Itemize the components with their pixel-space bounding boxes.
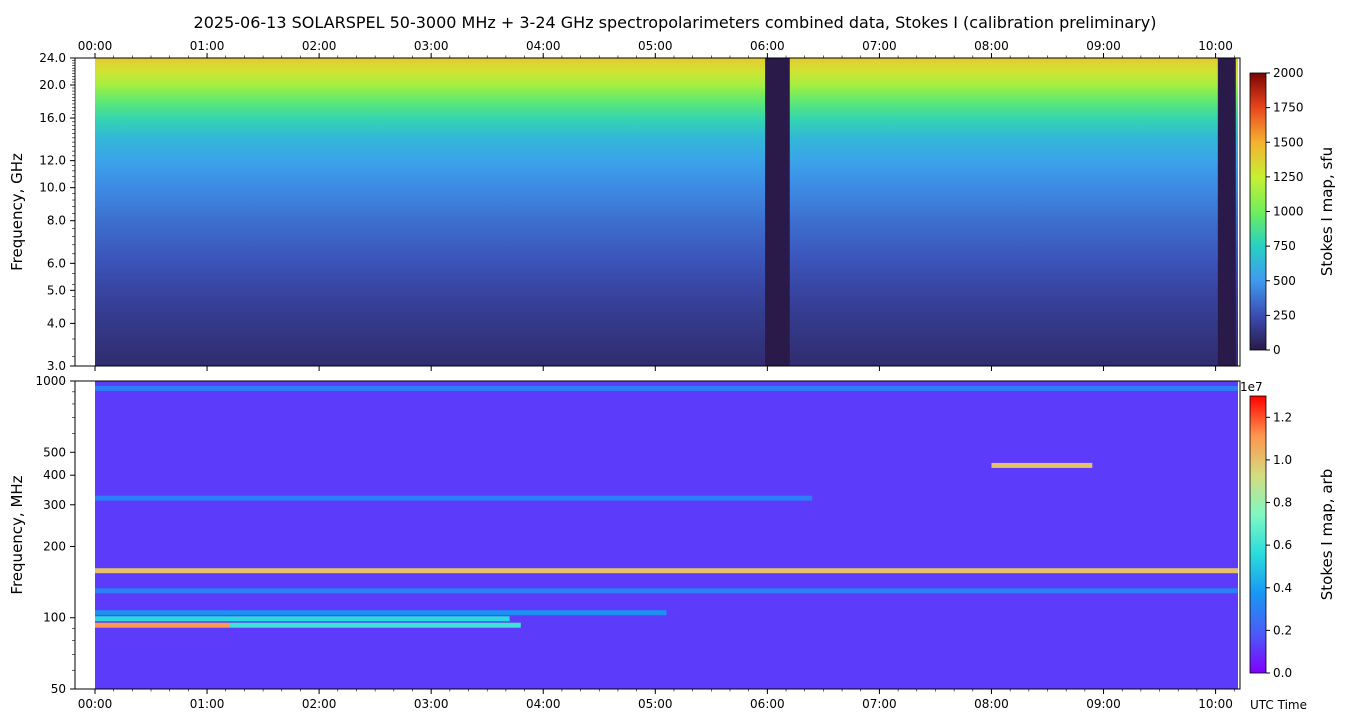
top-ytick-label: 20.0 <box>39 78 66 92</box>
bottom-colorbar <box>1249 395 1267 674</box>
bottom-xtick-label: 05:00 <box>638 697 673 711</box>
bottom-xtick-label: 08:00 <box>974 697 1009 711</box>
top-xtick-label: 09:00 <box>1086 39 1121 53</box>
top-colorbar-tick-label: 1000 <box>1273 205 1304 219</box>
bottom-colorbar-tick-label: 1.2 <box>1273 410 1292 424</box>
bottom-panel-frame <box>74 380 1241 690</box>
bottom-emission-band <box>95 622 230 628</box>
top-xtick-label: 06:00 <box>750 39 785 53</box>
bottom-emission-band <box>229 622 521 628</box>
bottom-colorbar-tick-label: 0.6 <box>1273 538 1292 552</box>
bottom-ytick-label: 50 <box>51 682 66 696</box>
bottom-xtick-label: 10:00 <box>1198 697 1233 711</box>
top-xtick-label: 10:00 <box>1198 39 1233 53</box>
top-colorbar-tick-label: 2000 <box>1273 66 1304 80</box>
chart-title: 2025-06-13 SOLARSPEL 50-3000 MHz + 3-24 … <box>194 13 1157 32</box>
bottom-emission-band <box>95 385 1238 391</box>
top-xtick-label: 05:00 <box>638 39 673 53</box>
top-colorbar-tick-label: 250 <box>1273 308 1296 322</box>
bottom-colorbar-label: Stokes I map, arb <box>1318 469 1336 600</box>
top-colorbar <box>1249 72 1267 351</box>
top-colorbar-tick-label: 1750 <box>1273 101 1304 115</box>
bottom-heatmap-field <box>95 381 1238 689</box>
top-xtick-label: 02:00 <box>302 39 337 53</box>
bottom-ytick-label: 300 <box>43 498 66 512</box>
top-xtick-label: 07:00 <box>862 39 897 53</box>
bottom-colorbar-tick-label: 0.8 <box>1273 496 1292 510</box>
bottom-xtick-label: 00:00 <box>78 697 113 711</box>
bottom-xtick-label: 03:00 <box>414 697 449 711</box>
bottom-ytick-label: 500 <box>43 445 66 459</box>
top-ylabel: Frequency, GHz <box>8 153 26 271</box>
bottom-emission-band <box>95 568 1238 574</box>
bottom-emission-band <box>95 610 667 616</box>
top-data-gap <box>765 58 790 366</box>
top-colorbar-tick-label: 0 <box>1273 343 1281 357</box>
bottom-emission-band <box>95 495 813 501</box>
top-colorbar-tick-label: 750 <box>1273 239 1296 253</box>
bottom-ytick-label: 200 <box>43 539 66 553</box>
bottom-colorbar-tick-label: 0.2 <box>1273 623 1292 637</box>
top-colorbar-label: Stokes I map, sfu <box>1318 147 1336 276</box>
bottom-xtick-label: 02:00 <box>302 697 337 711</box>
top-ytick-label: 5.0 <box>47 283 66 297</box>
top-ytick-label: 6.0 <box>47 256 66 270</box>
bottom-ytick-label: 1000 <box>35 374 66 388</box>
bottom-ytick-label: 100 <box>43 611 66 625</box>
top-xtick-label: 04:00 <box>526 39 561 53</box>
top-ytick-label: 16.0 <box>39 111 66 125</box>
bottom-emission-band <box>95 616 510 622</box>
bottom-xtick-label: 04:00 <box>526 697 561 711</box>
top-colorbar-tick-label: 1500 <box>1273 135 1304 149</box>
bottom-colorbar-tick-label: 0.0 <box>1273 666 1292 680</box>
bottom-xtick-label: 01:00 <box>190 697 225 711</box>
bottom-xtick-label: 06:00 <box>750 697 785 711</box>
bottom-colorbar-tick-label: 1.0 <box>1273 453 1292 467</box>
top-xtick-label: 03:00 <box>414 39 449 53</box>
bottom-ytick-label: 400 <box>43 468 66 482</box>
top-ytick-label: 10.0 <box>39 181 66 195</box>
top-ytick-label: 12.0 <box>39 154 66 168</box>
top-ytick-label: 3.0 <box>47 359 66 373</box>
bottom-ylabel: Frequency, MHz <box>8 475 26 594</box>
top-data-gap <box>1217 58 1236 366</box>
x-axis-label: UTC Time <box>1250 698 1307 712</box>
bottom-colorbar-tick-label: 0.4 <box>1273 581 1292 595</box>
bottom-emission-band <box>991 462 1093 468</box>
bottom-xtick-label: 07:00 <box>862 697 897 711</box>
top-ytick-label: 4.0 <box>47 316 66 330</box>
top-xtick-label: 01:00 <box>190 39 225 53</box>
top-xtick-label: 00:00 <box>78 39 113 53</box>
top-ytick-label: 8.0 <box>47 214 66 228</box>
bottom-colorbar-exponent: 1e7 <box>1240 380 1263 394</box>
bottom-xtick-label: 09:00 <box>1086 697 1121 711</box>
top-ytick-label: 24.0 <box>39 51 66 65</box>
top-heatmap-field <box>95 58 1238 366</box>
top-panel-frame <box>74 57 1241 367</box>
top-colorbar-tick-label: 500 <box>1273 274 1296 288</box>
top-colorbar-tick-label: 1250 <box>1273 170 1304 184</box>
bottom-emission-band <box>95 588 1238 594</box>
top-xtick-label: 08:00 <box>974 39 1009 53</box>
